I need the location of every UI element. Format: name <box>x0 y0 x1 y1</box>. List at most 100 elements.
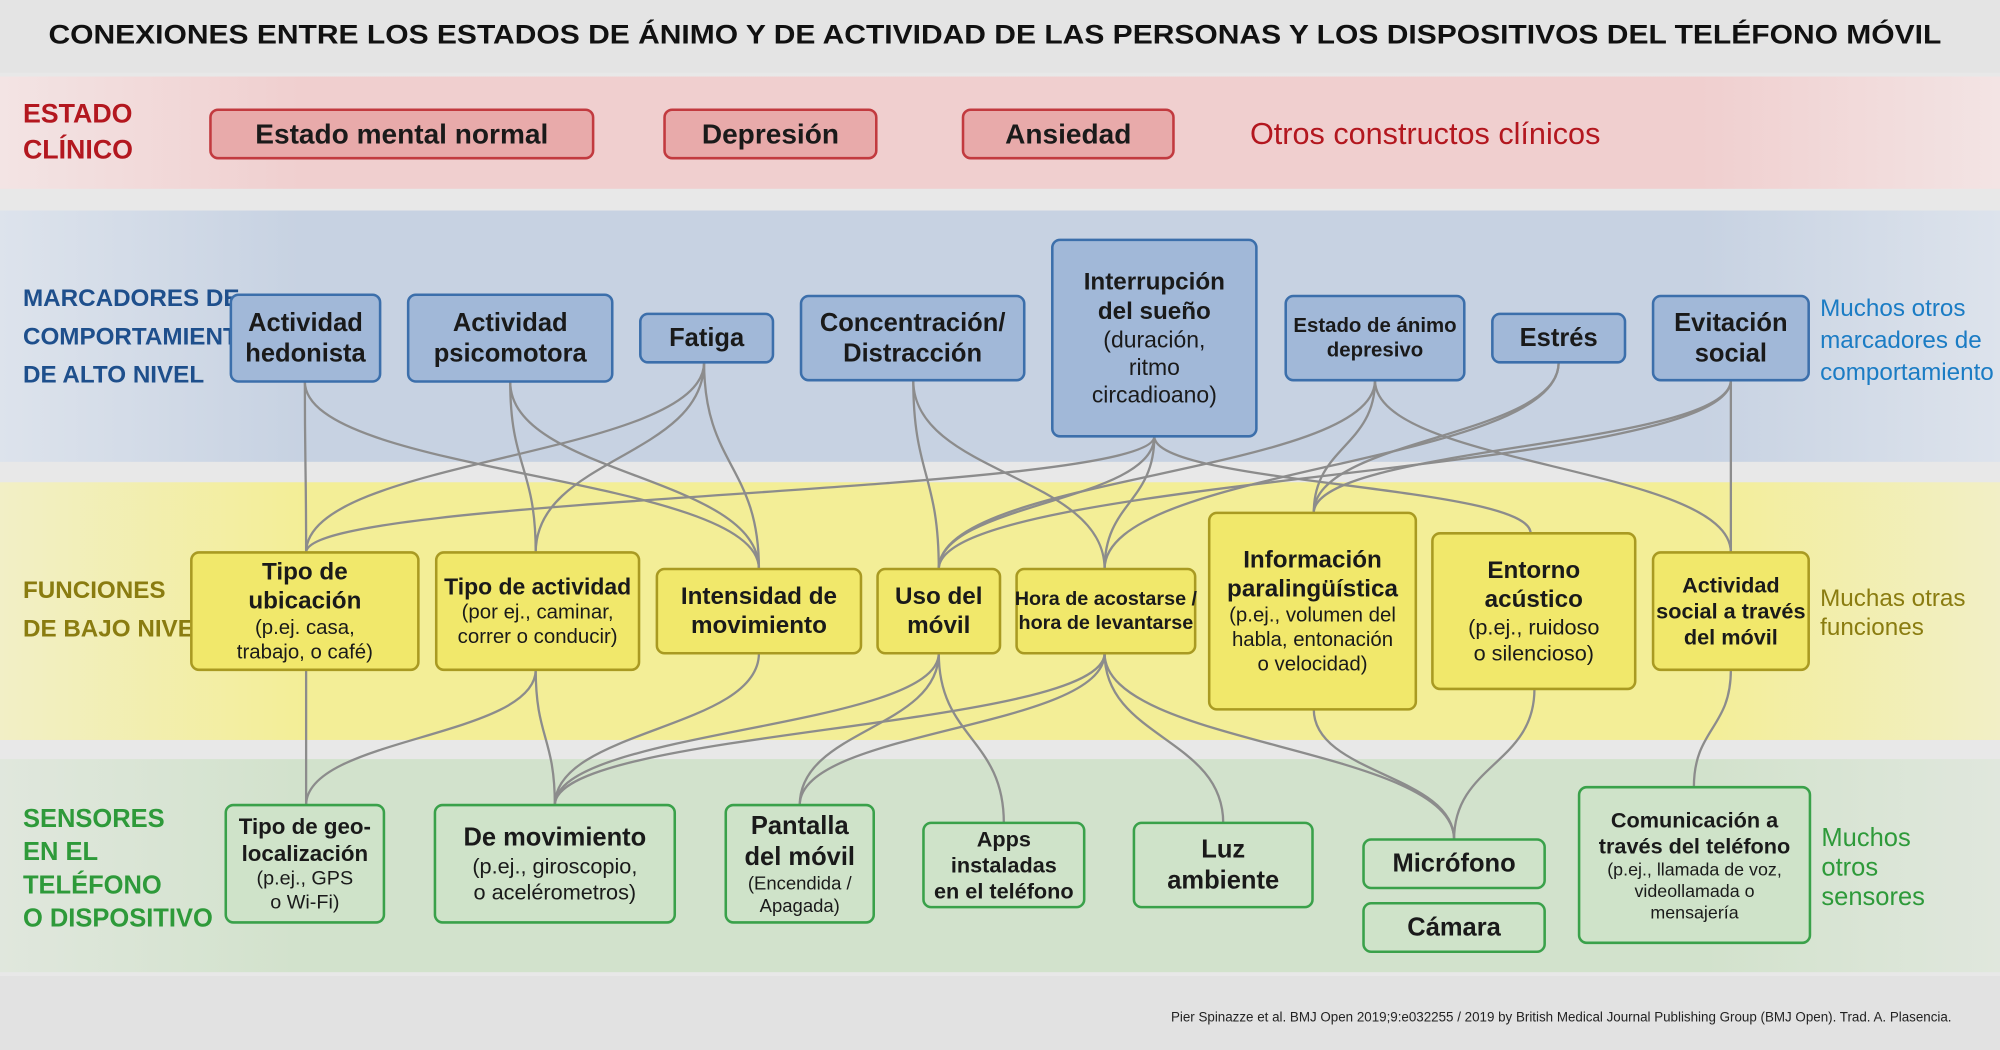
connection <box>1103 653 1456 840</box>
node-box <box>799 294 1026 382</box>
connections <box>303 362 1733 840</box>
node-box <box>663 108 878 160</box>
connection <box>304 669 537 806</box>
node-title: depresivo <box>1327 339 1423 361</box>
node-box <box>224 803 386 924</box>
node-title: del móvil <box>744 843 855 871</box>
more-note: otros <box>1821 854 1878 882</box>
footer-bar <box>0 976 2000 1050</box>
node-title: Entorno <box>1487 557 1580 584</box>
more-note: Muchos otros <box>1820 295 1965 322</box>
node-title: Ansiedad <box>1005 118 1131 149</box>
rows: ESTADO CLÍNICO Otros constructos clínicos E… <box>23 99 1994 954</box>
node-title: Estado mental normal <box>255 118 548 149</box>
node-title: movimiento <box>691 612 827 639</box>
title-bar <box>0 0 2000 73</box>
node-title: Tipo de actividad <box>444 574 631 600</box>
connection <box>1692 669 1733 788</box>
node-box <box>922 821 1086 909</box>
node-title: hora de levantarse <box>1019 612 1194 634</box>
node-box <box>961 108 1175 160</box>
node-title: psicomotora <box>434 339 588 367</box>
node-box <box>639 312 775 364</box>
node-title: Fatiga <box>669 324 745 352</box>
node-title: Comunicación a <box>1611 807 1779 832</box>
node-title: De movimiento <box>463 824 646 852</box>
node-detail: o acelérometros) <box>474 880 637 905</box>
node-box <box>724 803 875 924</box>
node-detail: (por ej., caminar, <box>462 602 614 624</box>
node-title: Actividad <box>453 309 568 337</box>
node-box <box>655 567 863 655</box>
node-box <box>190 551 420 672</box>
node-detail: ritmo <box>1129 354 1180 380</box>
node-title: Actividad <box>248 309 363 337</box>
node-detail: videollamada o <box>1635 881 1755 901</box>
row-label: MARCADORES DE <box>23 285 240 312</box>
connection <box>798 653 940 806</box>
more-note: comportamiento <box>1820 359 1994 386</box>
node-title: ambiente <box>1167 866 1279 894</box>
node-detail: trabajo, o café) <box>237 641 373 663</box>
row-label: DE BAJO NIVEL <box>23 615 209 642</box>
node-detail: o silencioso) <box>1474 641 1594 666</box>
node-detail: (p.ej., volumen del <box>1229 605 1396 627</box>
node-title: Concentración/ <box>820 309 1006 337</box>
node-title: localización <box>242 841 368 866</box>
node-title: Evitación <box>1674 309 1787 337</box>
node-box <box>1207 511 1418 711</box>
node-box <box>1651 294 1810 382</box>
node-title: social <box>1695 339 1767 367</box>
node-title: hedonista <box>245 339 366 367</box>
connection <box>937 380 1733 570</box>
node-detail: habla, entonación <box>1232 629 1393 651</box>
connection <box>304 362 706 553</box>
node-detail: mensajería <box>1650 902 1738 922</box>
node-detail: (Encendida / <box>748 873 853 894</box>
row-label: COMPORTAMIENTO <box>23 323 256 350</box>
more-note: funciones <box>1820 614 1924 641</box>
node-title: través del teléfono <box>1599 833 1790 858</box>
more-note: sensores <box>1821 883 1924 911</box>
connection <box>1312 380 1377 513</box>
connection <box>1312 380 1733 513</box>
node-title: Hora de acostarse / <box>1015 588 1198 610</box>
node-detail: (p.ej., ruidoso <box>1468 615 1599 640</box>
more-note: Otros constructos clínicos <box>1250 117 1600 151</box>
node-box <box>1651 551 1810 672</box>
node-box <box>209 108 595 160</box>
more-note: marcadores de <box>1820 327 1982 354</box>
node-title: Luz <box>1201 836 1245 864</box>
connection <box>1103 653 1225 823</box>
node-detail: correr o conducir) <box>458 626 618 648</box>
node-detail: (p.ej. casa, <box>255 617 355 639</box>
connection <box>553 653 1106 806</box>
node-title: Tipo de geo- <box>239 814 371 839</box>
node-box <box>433 803 677 924</box>
node-detail: (p.ej., GPS <box>257 868 354 890</box>
node-title: Uso del <box>895 583 982 610</box>
row-label: EN EL <box>23 838 98 866</box>
node-detail: (duración, <box>1103 327 1205 353</box>
node-detail: o velocidad) <box>1257 654 1367 676</box>
connection <box>702 362 761 570</box>
node-title: Micrófono <box>1392 850 1515 878</box>
node-box <box>1362 838 1546 890</box>
node-title: acústico <box>1485 586 1583 613</box>
node-title: Distracción <box>843 339 982 367</box>
node-box <box>406 293 614 383</box>
node-title: Cámara <box>1407 914 1501 942</box>
node-box <box>876 567 1002 655</box>
node-title: Pantalla <box>751 812 850 840</box>
node-box <box>1362 902 1546 954</box>
node-title: del móvil <box>1684 625 1778 650</box>
credit: Pier Spinazze et al. BMJ Open 2019;9:e03… <box>1171 1009 1952 1024</box>
node-box <box>1015 567 1197 655</box>
more-note: Muchas otras <box>1820 585 1965 612</box>
connection <box>553 653 940 806</box>
connection <box>303 381 761 570</box>
node-title: Tipo de <box>262 559 348 586</box>
node-title: paralingüística <box>1227 575 1398 602</box>
